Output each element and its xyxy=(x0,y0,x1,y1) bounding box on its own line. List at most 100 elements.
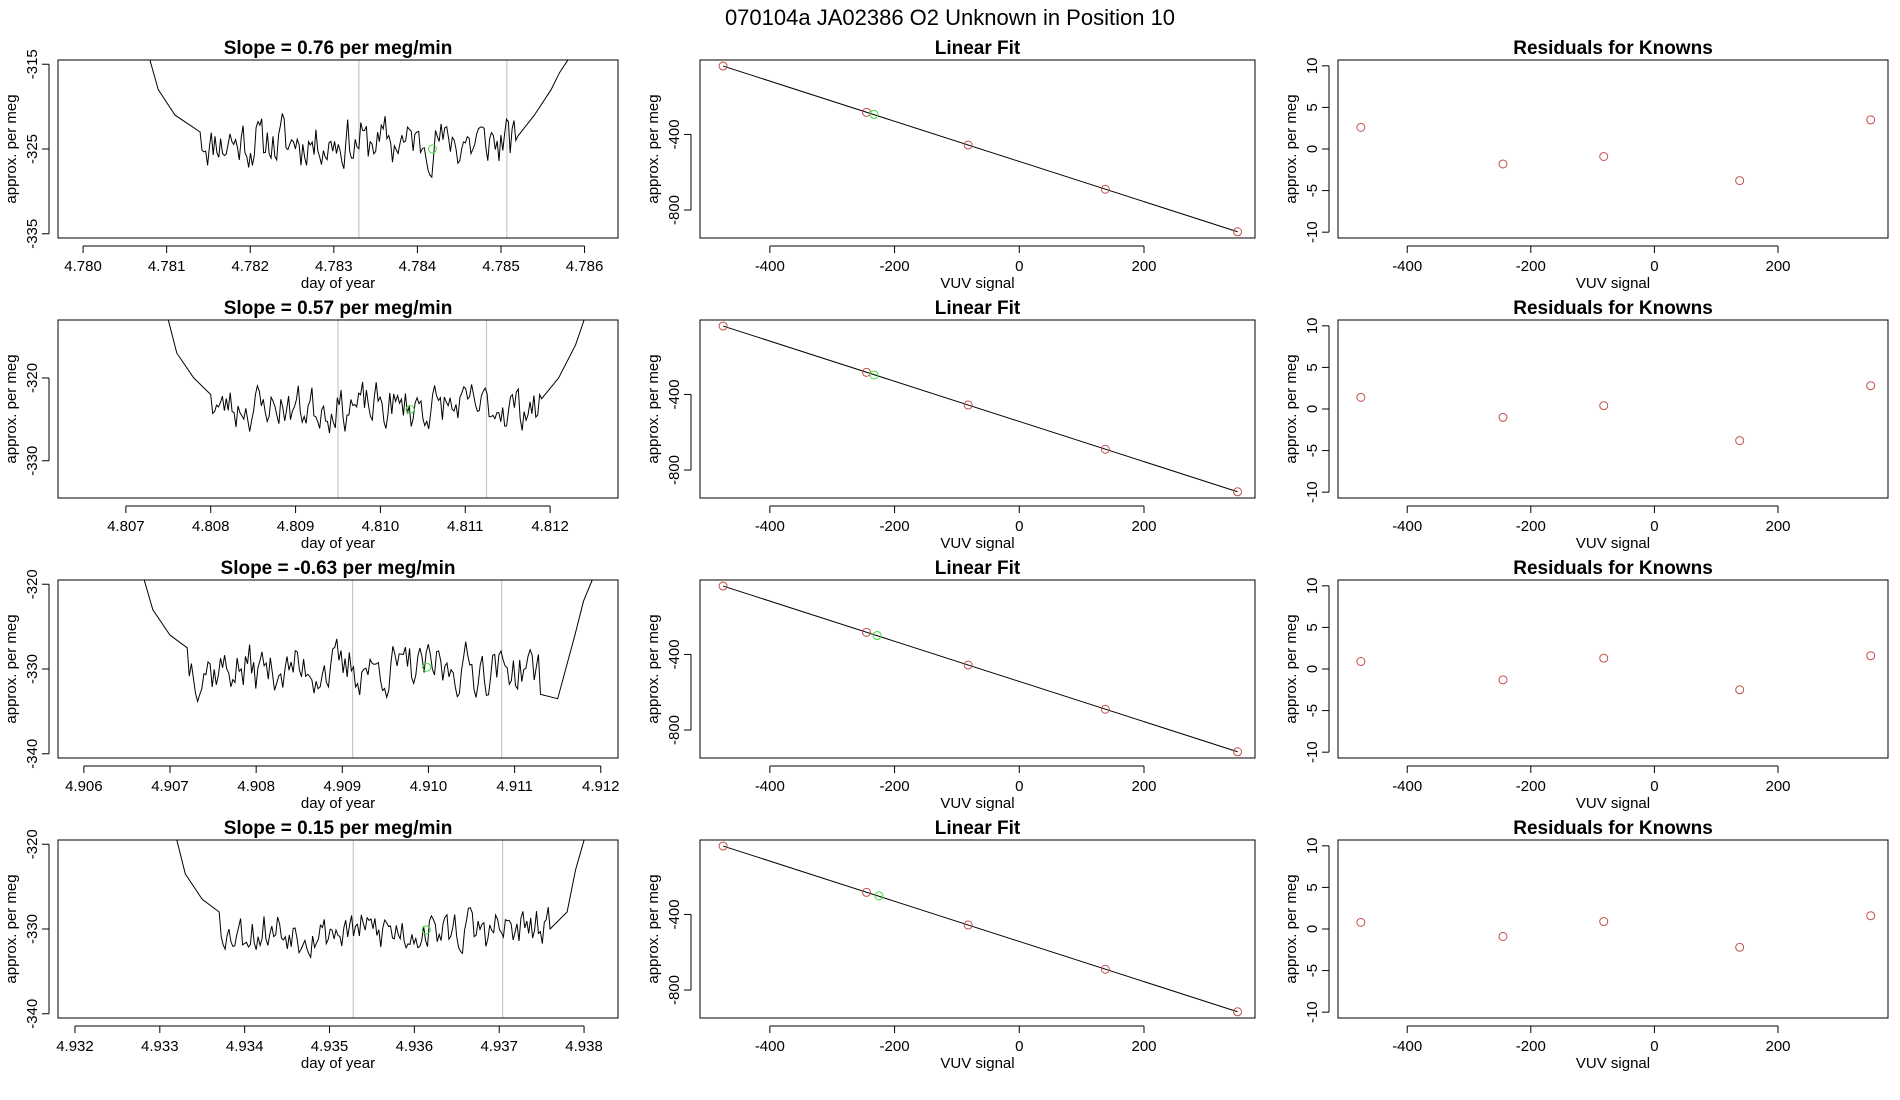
y-tick-label: -10 xyxy=(1304,221,1321,243)
x-tick-label: -200 xyxy=(1516,518,1546,535)
x-axis-label: day of year xyxy=(301,275,375,292)
x-tick-label: 200 xyxy=(1765,778,1790,795)
y-tick-label: -340 xyxy=(24,739,41,769)
panel-title: Residuals for Knowns xyxy=(1513,558,1713,579)
y-tick-label: -320 xyxy=(24,829,41,859)
residual-point xyxy=(1735,176,1745,186)
fit-line xyxy=(722,845,1238,1013)
y-tick-label: -5 xyxy=(1304,964,1321,977)
plot-frame xyxy=(699,319,1256,499)
x-tick-label: -200 xyxy=(1516,778,1546,795)
x-tick-label: 4.912 xyxy=(582,778,620,795)
unknown-point xyxy=(421,925,431,935)
plot-frame xyxy=(57,59,619,239)
y-axis-label: approx. per meg xyxy=(1283,874,1300,983)
residual-point xyxy=(1498,675,1508,685)
known-point xyxy=(1233,227,1243,237)
y-tick-label: -800 xyxy=(666,195,683,225)
y-tick-label: -800 xyxy=(666,975,683,1005)
x-tick-label: -200 xyxy=(880,518,910,535)
y-tick-label: 0 xyxy=(1304,665,1321,673)
x-tick-label: 4.907 xyxy=(151,778,189,795)
panel-5: Linear Fit -400 -200 0 200 VUV signal -400 -800… xyxy=(645,38,1256,292)
unknown-point xyxy=(405,404,415,414)
plot-frame xyxy=(1337,319,1889,499)
x-tick-label: -400 xyxy=(755,778,785,795)
x-axis-label: VUV signal xyxy=(1576,275,1650,292)
x-tick-label: 4.934 xyxy=(226,1038,264,1055)
y-tick-label: 0 xyxy=(1304,405,1321,413)
known-point xyxy=(1100,964,1110,974)
y-tick-label: -315 xyxy=(24,49,41,79)
x-tick-label: 200 xyxy=(1765,518,1790,535)
unknown-point xyxy=(869,370,879,380)
y-tick-label: -10 xyxy=(1304,741,1321,763)
y-axis-label: approx. per meg xyxy=(3,874,20,983)
fit-line xyxy=(722,585,1238,753)
y-tick-label: -400 xyxy=(666,379,683,409)
x-tick-label: 4.938 xyxy=(565,1038,603,1055)
panel-8: Linear Fit -400 -200 0 200 VUV signal -400 -800… xyxy=(645,818,1256,1072)
x-tick-label: 0 xyxy=(1015,518,1023,535)
panel-title: Linear Fit xyxy=(935,818,1021,839)
y-tick-label: -320 xyxy=(24,363,41,393)
y-tick-label: -340 xyxy=(24,999,41,1029)
y-tick-label: 5 xyxy=(1304,883,1321,891)
residual-point xyxy=(1498,412,1508,422)
x-tick-label: 0 xyxy=(1650,778,1658,795)
unknown-point xyxy=(869,109,879,119)
panel-3: Slope = -0.63 per meg/min 4.906 4.907 4.908… xyxy=(3,558,620,812)
unknown-point xyxy=(427,144,437,154)
y-axis-label: approx. per meg xyxy=(1283,94,1300,203)
known-point xyxy=(963,140,973,150)
known-point xyxy=(718,581,728,591)
y-axis-label: approx. per meg xyxy=(3,614,20,723)
y-tick-label: -330 xyxy=(24,914,41,944)
residual-point xyxy=(1866,911,1876,921)
y-tick-label: -400 xyxy=(666,119,683,149)
panel-title: Linear Fit xyxy=(935,558,1021,579)
known-point xyxy=(1233,747,1243,757)
unknown-point xyxy=(874,891,884,901)
panel-title: Slope = 0.57 per meg/min xyxy=(224,298,453,319)
y-tick-label: -5 xyxy=(1304,184,1321,197)
series-line xyxy=(167,320,585,434)
y-tick-label: -800 xyxy=(666,715,683,745)
x-tick-label: 0 xyxy=(1015,258,1023,275)
x-tick-label: 200 xyxy=(1131,258,1156,275)
residual-point xyxy=(1498,931,1508,941)
panel-7: Linear Fit -400 -200 0 200 VUV signal -400 -800… xyxy=(645,558,1256,812)
known-point xyxy=(963,400,973,410)
x-tick-label: 0 xyxy=(1650,1038,1658,1055)
y-axis-label: approx. per meg xyxy=(3,354,20,463)
y-axis-label: approx. per meg xyxy=(1283,614,1300,723)
panel-title: Slope = -0.63 per meg/min xyxy=(221,558,456,579)
y-axis-label: approx. per meg xyxy=(1283,354,1300,463)
x-axis-label: VUV signal xyxy=(940,535,1014,552)
panel-title: Linear Fit xyxy=(935,298,1021,319)
y-tick-label: -320 xyxy=(24,569,41,599)
panel-10: Residuals for Knowns -400 -200 0 200 VUV sign… xyxy=(1283,298,1889,552)
x-axis-label: day of year xyxy=(301,1055,375,1072)
x-axis-label: day of year xyxy=(301,535,375,552)
y-tick-label: -325 xyxy=(24,134,41,164)
x-tick-label: 0 xyxy=(1650,258,1658,275)
x-tick-label: -400 xyxy=(755,518,785,535)
plot-frame xyxy=(57,839,619,1019)
plot-frame xyxy=(57,579,619,759)
x-tick-label: 0 xyxy=(1015,1038,1023,1055)
panel-1: Slope = 0.76 per meg/min 4.780 4.781 4.782 4… xyxy=(3,38,619,292)
x-tick-label: 4.812 xyxy=(531,518,569,535)
x-tick-label: 4.780 xyxy=(64,258,102,275)
fit-line xyxy=(722,325,1238,493)
residual-point xyxy=(1866,651,1876,661)
y-axis-label: approx. per meg xyxy=(645,354,662,463)
residual-point xyxy=(1356,657,1366,667)
residual-point xyxy=(1356,917,1366,927)
x-tick-label: 4.909 xyxy=(324,778,362,795)
x-tick-label: -400 xyxy=(755,258,785,275)
panel-title: Slope = 0.76 per meg/min xyxy=(224,38,453,59)
x-tick-label: -200 xyxy=(1516,1038,1546,1055)
x-tick-label: 4.937 xyxy=(480,1038,518,1055)
